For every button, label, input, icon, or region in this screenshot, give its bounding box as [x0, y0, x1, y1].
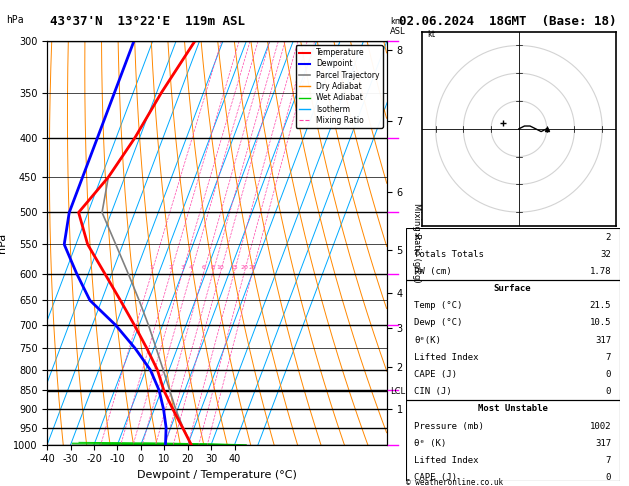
Text: CAPE (J): CAPE (J) [415, 370, 457, 379]
Text: 2: 2 [606, 232, 611, 242]
Text: 1.78: 1.78 [589, 267, 611, 276]
Text: 32: 32 [600, 250, 611, 259]
Text: km
ASL: km ASL [390, 17, 406, 36]
Text: 21.5: 21.5 [589, 301, 611, 310]
Text: 02.06.2024  18GMT  (Base: 18): 02.06.2024 18GMT (Base: 18) [399, 15, 617, 28]
Text: 7: 7 [606, 353, 611, 362]
Text: θᵉ (K): θᵉ (K) [415, 439, 447, 448]
Text: 43°37'N  13°22'E  119m ASL: 43°37'N 13°22'E 119m ASL [50, 15, 245, 28]
Text: 6: 6 [201, 265, 205, 270]
Text: CIN (J): CIN (J) [415, 387, 452, 396]
X-axis label: Dewpoint / Temperature (°C): Dewpoint / Temperature (°C) [137, 470, 297, 480]
Text: Mixing Ratio (g/kg): Mixing Ratio (g/kg) [412, 203, 421, 283]
Bar [406, 481, 620, 486]
Text: 0: 0 [606, 370, 611, 379]
Bar [406, 228, 620, 280]
Text: Dewp (°C): Dewp (°C) [415, 318, 463, 328]
Text: 20: 20 [240, 265, 248, 270]
Text: θᵉ(K): θᵉ(K) [415, 336, 441, 345]
Bar [406, 280, 620, 400]
Y-axis label: hPa: hPa [0, 233, 8, 253]
Text: © weatheronline.co.uk: © weatheronline.co.uk [406, 478, 503, 486]
Text: Totals Totals: Totals Totals [415, 250, 484, 259]
Text: 3: 3 [180, 265, 184, 270]
Text: 15: 15 [230, 265, 238, 270]
Text: 25: 25 [248, 265, 256, 270]
Text: Lifted Index: Lifted Index [415, 456, 479, 465]
Text: PW (cm): PW (cm) [415, 267, 452, 276]
Text: CAPE (J): CAPE (J) [415, 473, 457, 482]
Text: 10.5: 10.5 [589, 318, 611, 328]
Bar [406, 400, 620, 486]
Text: Most Unstable: Most Unstable [477, 404, 548, 414]
Text: 7: 7 [606, 456, 611, 465]
Text: 1: 1 [150, 265, 153, 270]
Text: LCL: LCL [390, 387, 405, 396]
Text: 8: 8 [211, 265, 214, 270]
Text: hPa: hPa [6, 15, 24, 25]
Text: Pressure (mb): Pressure (mb) [415, 421, 484, 431]
Legend: Temperature, Dewpoint, Parcel Trajectory, Dry Adiabat, Wet Adiabat, Isotherm, Mi: Temperature, Dewpoint, Parcel Trajectory… [296, 45, 383, 128]
Text: 317: 317 [595, 336, 611, 345]
Text: Temp (°C): Temp (°C) [415, 301, 463, 310]
Text: 0: 0 [606, 473, 611, 482]
Text: 4: 4 [189, 265, 193, 270]
Text: 0: 0 [606, 387, 611, 396]
Text: Lifted Index: Lifted Index [415, 353, 479, 362]
Text: kt: kt [427, 30, 435, 39]
Text: 10: 10 [216, 265, 224, 270]
Text: 317: 317 [595, 439, 611, 448]
Text: 1002: 1002 [589, 421, 611, 431]
Text: Surface: Surface [494, 284, 532, 293]
Text: K: K [415, 232, 420, 242]
Text: 2: 2 [169, 265, 172, 270]
